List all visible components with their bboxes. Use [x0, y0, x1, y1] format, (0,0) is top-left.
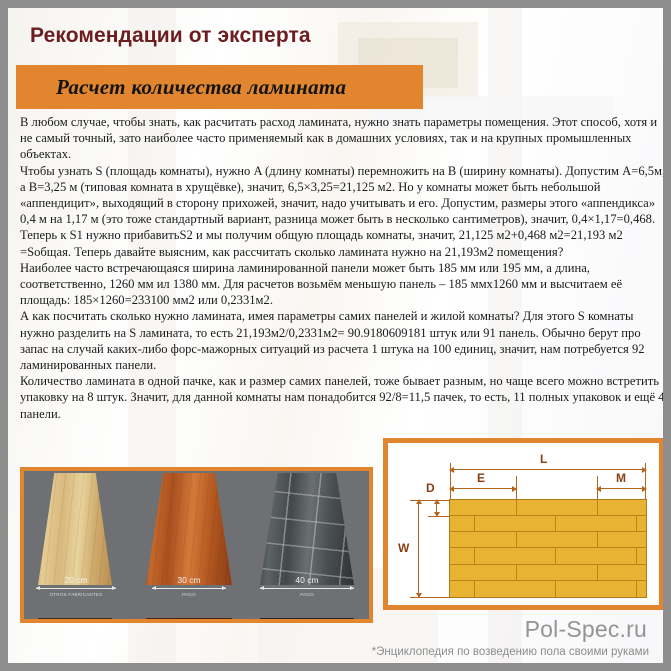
- arrow-left-icon: [596, 485, 601, 492]
- plank-sample-2-edge: [146, 618, 232, 619]
- arrow-left-icon: [449, 466, 454, 473]
- seam: [555, 580, 556, 597]
- sample-1-sub-label: OTROS FABRICANTES: [49, 592, 103, 597]
- wood-grain-texture-2: [146, 473, 232, 585]
- seam: [597, 532, 598, 548]
- seam: [516, 564, 517, 580]
- flooring-samples-photo: 20 cm OTROS FABRICANTES 30 cm PAGO 40 cm: [20, 467, 373, 623]
- page-title: Рекомендации от эксперта: [30, 24, 311, 47]
- dimension-label-W: W: [398, 541, 410, 555]
- arrow-right-icon: [642, 466, 647, 473]
- arrow-right-icon: [512, 485, 517, 492]
- arrow-left-icon: [449, 485, 454, 492]
- paragraph-6: Количество ламината в одной пачке, как и…: [20, 374, 663, 421]
- flooring-samples-inner: 20 cm OTROS FABRICANTES 30 cm PAGO 40 cm: [24, 471, 369, 619]
- dimension-line-W: [415, 499, 422, 598]
- dimension-label-M: M: [616, 471, 626, 485]
- tick-left-edge: [450, 463, 451, 500]
- sample-2-sub-label: PAGO: [182, 592, 196, 597]
- diagram-inner: L E M D: [388, 443, 659, 605]
- seam: [516, 532, 517, 548]
- paragraph-5: А как посчитать сколько нужно ламината, …: [20, 309, 645, 373]
- arrow-right-icon: [642, 485, 647, 492]
- paragraph-4: Наиболее часто встречающаяся ширина лами…: [20, 260, 623, 308]
- seam: [636, 516, 637, 532]
- dimension-line-E: [449, 485, 517, 492]
- sample-1-measure: 20 cm OTROS FABRICANTES: [30, 575, 122, 597]
- sample-1-measure-arrow: [36, 586, 116, 590]
- sample-3-sub-label: PAGO: [300, 592, 314, 597]
- dimension-label-L: L: [540, 452, 548, 466]
- tick-W-bottom: [410, 597, 450, 598]
- laminate-row-4: [450, 548, 646, 565]
- sample-2-width-label: 30 cm: [177, 575, 201, 585]
- tick-right-edge: [645, 463, 646, 500]
- dimension-label-D: D: [426, 481, 435, 495]
- section-banner-label: Расчет количества ламината: [56, 75, 347, 99]
- seam: [597, 564, 598, 580]
- sample-3-measure-arrow: [260, 586, 354, 590]
- seam: [636, 580, 637, 597]
- plank-sample-2: [146, 473, 232, 585]
- sample-3-width-label: 40 cm: [295, 575, 319, 585]
- arrow-down-icon: [433, 512, 440, 517]
- dimension-line-D: [433, 499, 440, 517]
- sample-2-measure: 30 cm PAGO: [142, 575, 236, 597]
- arrow-up-icon: [415, 499, 422, 504]
- sample-3-measure: 40 cm PAGO: [252, 575, 362, 597]
- seam: [474, 548, 475, 564]
- site-tagline: *Энциклопедия по возведению пола своими …: [371, 646, 649, 658]
- seam: [474, 580, 475, 597]
- sample-2-measure-arrow: [152, 586, 226, 590]
- section-banner: Расчет количества ламината: [16, 65, 423, 109]
- arrow-down-icon: [415, 593, 422, 598]
- dimension-line-L: [449, 466, 647, 473]
- seam: [474, 516, 475, 532]
- seam: [636, 548, 637, 564]
- laminate-row-3: [450, 532, 646, 549]
- laminate-layout-diagram: L E M D: [383, 438, 663, 610]
- sample-1-width-label: 20 cm: [64, 575, 88, 585]
- plank-sample-1-edge: [38, 618, 112, 619]
- site-brand: Pol-Spec.ru: [524, 616, 647, 642]
- seam: [555, 548, 556, 564]
- seam: [516, 500, 517, 516]
- plank-sample-3-edge: [260, 618, 354, 619]
- paragraph-1: В любом случае, чтобы знать, как расчита…: [20, 115, 658, 162]
- laminate-row-6: [450, 580, 646, 597]
- wood-grain-texture-1: [38, 473, 112, 585]
- article-body: В любом случае, чтобы знать, как расчита…: [20, 114, 663, 422]
- seam: [555, 516, 556, 532]
- laminate-row-5: [450, 564, 646, 581]
- dimension-line-M: [596, 485, 647, 492]
- arrow-up-icon: [433, 499, 440, 504]
- slate-tile-texture-3: [260, 473, 354, 585]
- laminate-row-2: [450, 516, 646, 533]
- seam: [597, 500, 598, 516]
- paragraph-3: Теперь к S1 нужно прибавитьS2 и мы получ…: [20, 228, 623, 259]
- laminate-row-1: [450, 500, 646, 517]
- plank-sample-1: [38, 473, 112, 585]
- dimension-label-E: E: [477, 471, 486, 485]
- paragraph-2: Чтобы узнать S (площадь комнаты), нужно …: [20, 163, 663, 227]
- slide-canvas: Рекомендации от эксперта Расчет количест…: [8, 8, 663, 663]
- plank-sample-3: [260, 473, 354, 585]
- laminate-field: [449, 499, 647, 598]
